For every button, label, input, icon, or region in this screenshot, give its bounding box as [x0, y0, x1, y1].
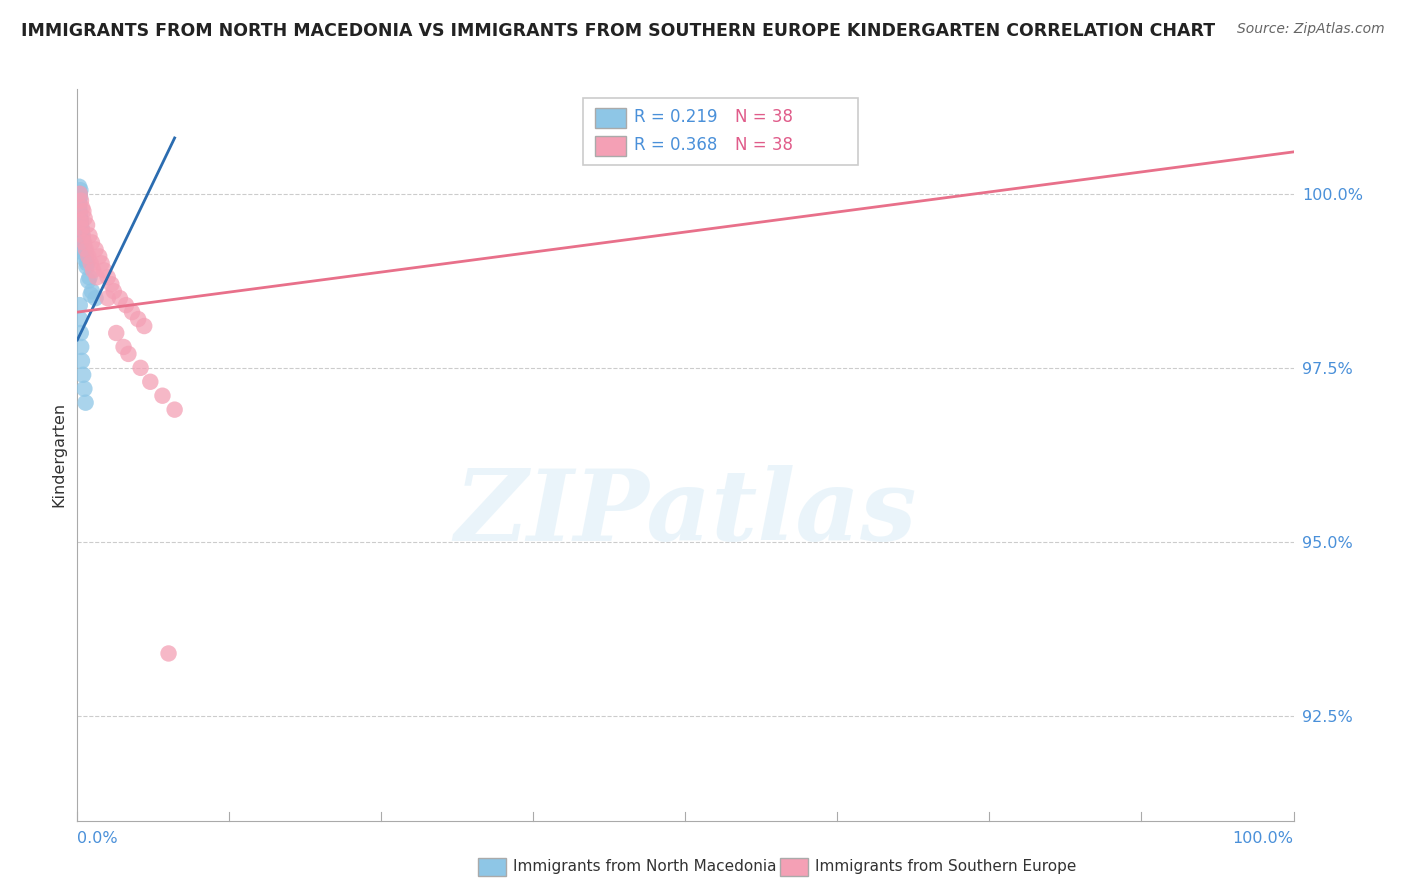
Point [134, 319, 156, 334]
Point [105, 326, 128, 340]
Point [76, 256, 98, 270]
Point [115, 298, 138, 312]
Point [129, 360, 152, 375]
Text: Immigrants from Southern Europe: Immigrants from Southern Europe [815, 859, 1077, 873]
Point [103, 284, 125, 298]
Point [69, 214, 91, 228]
Point [73, 235, 96, 250]
Point [79, 228, 101, 243]
Point [67, 194, 90, 208]
Point [70, 340, 93, 354]
Point [80, 235, 103, 250]
Point [73, 211, 96, 225]
Point [67, 197, 90, 211]
Point [84, 243, 107, 257]
Point [80, 284, 103, 298]
Text: R = 0.368: R = 0.368 [634, 136, 717, 154]
Text: 100.0%: 100.0% [1233, 831, 1294, 847]
Point [139, 375, 162, 389]
Point [72, 235, 94, 250]
Point [75, 249, 97, 263]
Point [69, 186, 91, 201]
Point [75, 243, 97, 257]
Point [80, 256, 103, 270]
Point [73, 246, 96, 260]
Point [70, 201, 93, 215]
Point [157, 647, 180, 661]
Point [163, 402, 186, 417]
Point [69, 208, 91, 222]
Point [75, 260, 97, 274]
Point [117, 347, 139, 361]
Point [75, 395, 97, 409]
Point [69, 186, 91, 201]
Point [93, 263, 115, 277]
Point [100, 277, 122, 292]
Point [69, 190, 91, 204]
Text: ZIPatlas: ZIPatlas [454, 466, 917, 562]
Point [70, 232, 93, 246]
Point [127, 312, 149, 326]
Point [90, 256, 112, 270]
Point [67, 201, 90, 215]
Point [75, 252, 97, 267]
Point [72, 228, 94, 243]
Point [97, 291, 120, 305]
Point [69, 298, 91, 312]
Point [77, 274, 100, 288]
Point [70, 225, 93, 239]
Point [70, 354, 93, 368]
Text: 0.0%: 0.0% [77, 831, 118, 847]
Point [80, 287, 103, 301]
Point [121, 305, 143, 319]
Point [70, 221, 93, 235]
Point [70, 214, 93, 228]
Point [72, 239, 94, 253]
Point [69, 204, 91, 219]
Text: N = 38: N = 38 [735, 108, 793, 126]
Point [69, 183, 91, 197]
Point [69, 312, 91, 326]
Text: Immigrants from North Macedonia: Immigrants from North Macedonia [513, 859, 776, 873]
Point [70, 221, 93, 235]
Point [84, 291, 107, 305]
Point [77, 249, 100, 263]
Point [69, 211, 91, 225]
Point [72, 368, 94, 382]
Point [86, 270, 108, 285]
Point [67, 179, 90, 194]
Point [152, 389, 174, 403]
Point [82, 263, 104, 277]
Point [70, 228, 93, 243]
Point [108, 291, 131, 305]
Point [73, 243, 96, 257]
Text: Source: ZipAtlas.com: Source: ZipAtlas.com [1237, 22, 1385, 37]
Text: R = 0.219: R = 0.219 [634, 108, 717, 126]
Text: IMMIGRANTS FROM NORTH MACEDONIA VS IMMIGRANTS FROM SOUTHERN EUROPE KINDERGARTEN : IMMIGRANTS FROM NORTH MACEDONIA VS IMMIG… [21, 22, 1215, 40]
Point [72, 204, 94, 219]
Point [97, 270, 120, 285]
Point [70, 218, 93, 232]
Point [79, 270, 101, 285]
Y-axis label: Kindergarten: Kindergarten [51, 402, 66, 508]
Point [70, 194, 93, 208]
Point [69, 326, 91, 340]
Point [112, 340, 135, 354]
Text: N = 38: N = 38 [735, 136, 793, 154]
Point [69, 186, 91, 201]
Point [73, 382, 96, 396]
Point [76, 218, 98, 232]
Point [89, 249, 111, 263]
